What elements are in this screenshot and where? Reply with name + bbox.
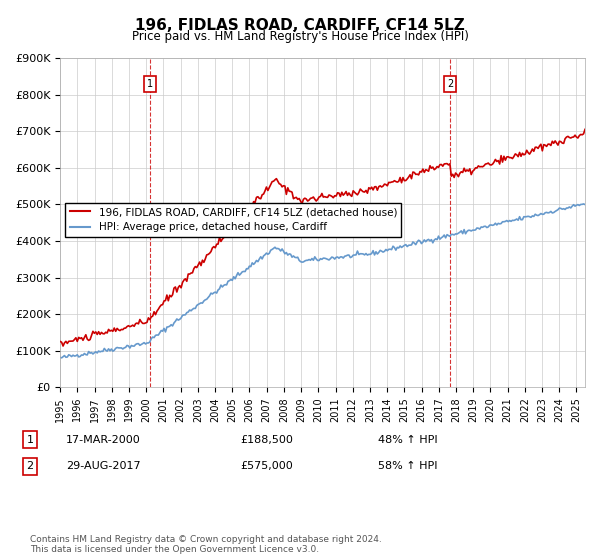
Text: 29-AUG-2017: 29-AUG-2017 xyxy=(66,461,140,472)
Text: 2: 2 xyxy=(447,79,453,89)
Text: 1: 1 xyxy=(26,435,34,445)
Text: 58% ↑ HPI: 58% ↑ HPI xyxy=(378,461,437,472)
Text: 48% ↑ HPI: 48% ↑ HPI xyxy=(378,435,437,445)
Text: £575,000: £575,000 xyxy=(240,461,293,472)
Text: Contains HM Land Registry data © Crown copyright and database right 2024.
This d: Contains HM Land Registry data © Crown c… xyxy=(30,535,382,554)
Text: 2: 2 xyxy=(26,461,34,472)
Text: Price paid vs. HM Land Registry's House Price Index (HPI): Price paid vs. HM Land Registry's House … xyxy=(131,30,469,43)
Text: 17-MAR-2000: 17-MAR-2000 xyxy=(66,435,141,445)
Text: 196, FIDLAS ROAD, CARDIFF, CF14 5LZ: 196, FIDLAS ROAD, CARDIFF, CF14 5LZ xyxy=(135,18,465,33)
Legend: 196, FIDLAS ROAD, CARDIFF, CF14 5LZ (detached house), HPI: Average price, detach: 196, FIDLAS ROAD, CARDIFF, CF14 5LZ (det… xyxy=(65,203,401,236)
Text: £188,500: £188,500 xyxy=(240,435,293,445)
Text: 1: 1 xyxy=(147,79,153,89)
